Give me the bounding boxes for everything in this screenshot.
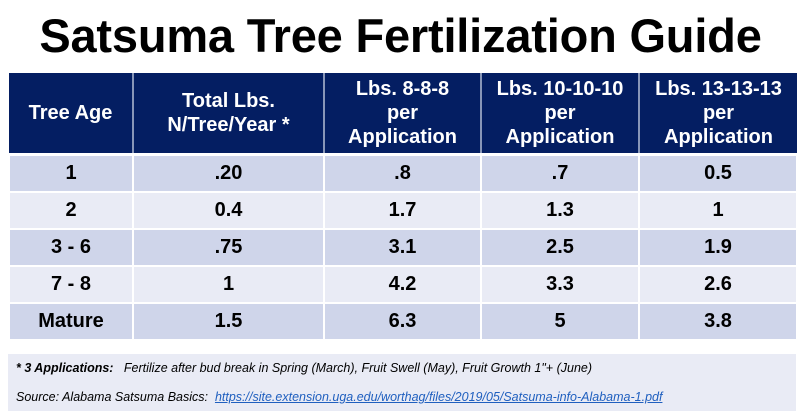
cell-total-lbs: .20 (132, 153, 325, 193)
header-line: Lbs. 13-13-13 (655, 78, 782, 100)
header-line: Application (348, 126, 457, 148)
note-label: * 3 Applications: (16, 361, 114, 375)
cell-tree-age: Mature (8, 302, 134, 341)
cell-8-8-8: 3.1 (323, 228, 482, 267)
table-row: 7 - 8 1 4.2 3.3 2.6 (8, 265, 798, 304)
fertilization-table: Tree Age Total Lbs. N/Tree/Year * Lbs. 8… (8, 73, 798, 341)
cell-13-13-13: 3.8 (638, 302, 798, 341)
cell-total-lbs: .75 (132, 228, 325, 267)
cell-10-10-10: 3.3 (480, 265, 640, 304)
cell-8-8-8: 1.7 (323, 191, 482, 230)
header-line: N/Tree/Year * (167, 114, 290, 136)
cell-10-10-10: 1.3 (480, 191, 640, 230)
cell-8-8-8: 4.2 (323, 265, 482, 304)
cell-tree-age: 7 - 8 (8, 265, 134, 304)
cell-total-lbs: 0.4 (132, 191, 325, 230)
cell-8-8-8: .8 (323, 153, 482, 193)
header-line: Application (664, 126, 773, 148)
header-lbs-13-13-13: Lbs. 13-13-13 per Application (638, 73, 797, 155)
cell-13-13-13: 1.9 (638, 228, 798, 267)
header-line: per (544, 102, 576, 124)
header-line: per (386, 102, 419, 124)
header-tree-age: Tree Age (9, 73, 134, 155)
header-line: per (702, 102, 735, 124)
cell-8-8-8: 6.3 (323, 302, 482, 341)
cell-tree-age: 1 (8, 153, 134, 193)
header-lbs-8-8-8: Lbs. 8-8-8 per Application (323, 73, 482, 155)
source-label: Source: Alabama Satsuma Basics: (16, 390, 208, 404)
table-row: 3 - 6 .75 3.1 2.5 1.9 (8, 228, 798, 267)
table-row: 1 .20 .8 .7 0.5 (8, 153, 798, 193)
cell-10-10-10: 5 (480, 302, 640, 341)
cell-total-lbs: 1.5 (132, 302, 325, 341)
table-header-row: Tree Age Total Lbs. N/Tree/Year * Lbs. 8… (9, 73, 797, 155)
header-lbs-10-10-10: Lbs. 10-10-10 per Application (480, 73, 640, 155)
header-line: Lbs. 10-10-10 (496, 78, 624, 100)
header-line: Lbs. 8-8-8 (355, 78, 450, 100)
note-text: Fertilize after bud break in Spring (Mar… (123, 361, 593, 375)
cell-10-10-10: 2.5 (480, 228, 640, 267)
source-line: Source: Alabama Satsuma Basics: https://… (16, 390, 662, 404)
table-footer: * 3 Applications: Fertilize after bud br… (8, 354, 796, 411)
table-row: Mature 1.5 6.3 5 3.8 (8, 302, 798, 341)
cell-total-lbs: 1 (132, 265, 325, 304)
cell-tree-age: 3 - 6 (8, 228, 134, 267)
source-link[interactable]: https://site.extension.uga.edu/worthag/f… (214, 390, 663, 404)
cell-13-13-13: 0.5 (638, 153, 798, 193)
cell-13-13-13: 1 (638, 191, 798, 230)
cell-13-13-13: 2.6 (638, 265, 798, 304)
cell-10-10-10: .7 (480, 153, 640, 193)
header-line: Total Lbs. (182, 90, 275, 112)
applications-note: * 3 Applications: Fertilize after bud br… (16, 361, 592, 375)
table-row: 2 0.4 1.7 1.3 1 (8, 191, 798, 230)
header-line: Application (505, 126, 615, 148)
page-title: Satsuma Tree Fertilization Guide (39, 9, 762, 62)
cell-tree-age: 2 (8, 191, 134, 230)
header-total-lbs: Total Lbs. N/Tree/Year * (132, 73, 325, 155)
header-line: Tree Age (28, 102, 113, 124)
